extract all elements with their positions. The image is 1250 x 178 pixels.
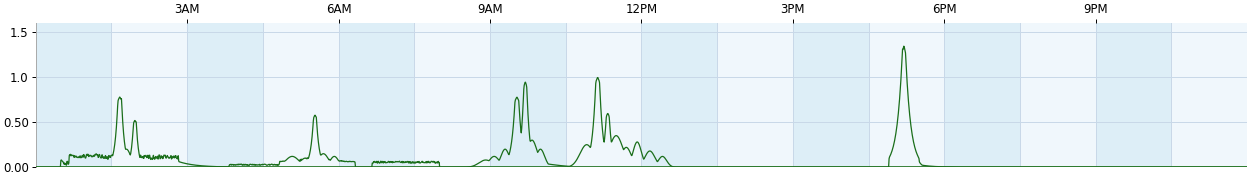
Bar [262, 23, 339, 167]
Bar [339, 23, 414, 167]
Bar [1096, 23, 1171, 167]
Bar [490, 23, 566, 167]
Bar [1020, 23, 1096, 167]
Bar [188, 23, 262, 167]
Bar [35, 23, 111, 167]
Bar [869, 23, 944, 167]
Bar [792, 23, 869, 167]
Bar [566, 23, 641, 167]
Bar [111, 23, 188, 167]
Bar [718, 23, 793, 167]
Bar [641, 23, 717, 167]
Bar [414, 23, 490, 167]
Bar [1171, 23, 1248, 167]
Bar [944, 23, 1020, 167]
